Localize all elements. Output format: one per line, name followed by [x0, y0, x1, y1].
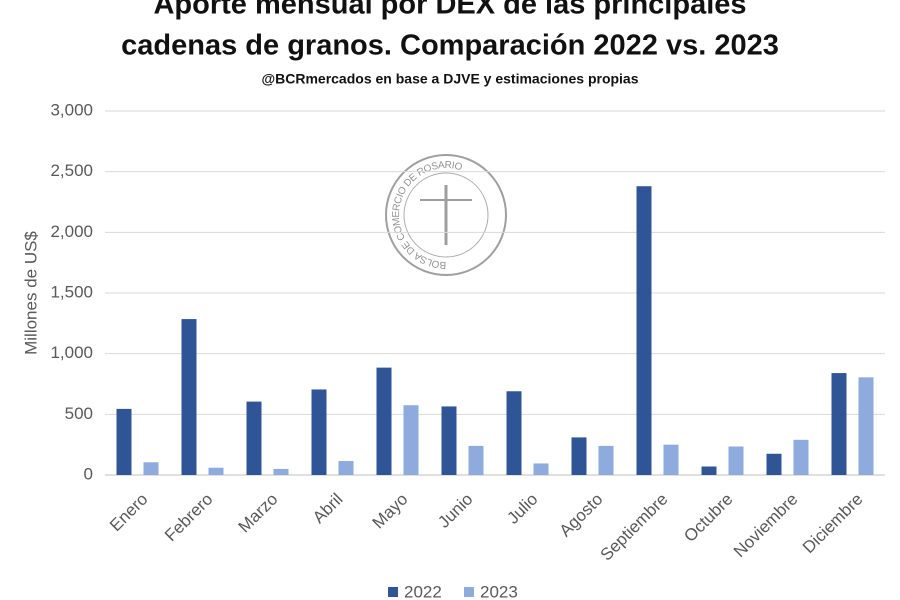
bar — [533, 463, 549, 475]
bar — [701, 466, 717, 475]
x-tick-label: Diciembre — [799, 490, 867, 558]
bar — [636, 186, 652, 475]
bar — [246, 401, 262, 475]
bar — [468, 445, 484, 475]
legend-label: 2022 — [404, 582, 442, 600]
bar — [858, 377, 874, 475]
x-tick-label: Abril — [309, 490, 346, 527]
y-tick-label: 1,500 — [50, 282, 93, 301]
x-tick-label: Marzo — [235, 490, 282, 537]
y-axis-label: Millones de US$ — [21, 231, 40, 355]
chart-title: Aporte mensual por DEX de las principale… — [153, 0, 746, 21]
bar — [403, 405, 419, 475]
bar — [766, 453, 782, 475]
watermark-text: BOLSA DE COMERCIO DE ROSARIO — [391, 160, 464, 271]
bar — [598, 445, 614, 475]
y-tick-label: 500 — [65, 404, 93, 423]
bar — [181, 319, 197, 475]
bar — [208, 467, 224, 475]
x-tick-label: Septiembre — [597, 490, 672, 565]
legend-swatch — [464, 587, 474, 597]
legend-swatch — [388, 587, 398, 597]
bar — [506, 391, 522, 475]
y-tick-label: 0 — [84, 464, 93, 483]
x-tick-label: Junio — [434, 490, 476, 532]
bar — [831, 373, 847, 475]
bar — [728, 446, 744, 475]
bar — [311, 389, 327, 475]
bar — [441, 406, 457, 475]
bar — [793, 439, 809, 475]
bar — [273, 468, 289, 475]
bar — [571, 437, 587, 475]
bar — [338, 461, 354, 475]
x-tick-label: Febrero — [161, 490, 217, 546]
y-tick-label: 1,000 — [50, 343, 93, 362]
bar — [663, 444, 679, 475]
y-tick-label: 3,000 — [50, 100, 93, 119]
x-tick-label: Enero — [106, 490, 152, 536]
x-tick-label: Agosto — [556, 490, 607, 541]
bar — [143, 462, 159, 475]
x-tick-label: Mayo — [369, 490, 412, 533]
legend-label: 2023 — [480, 582, 518, 600]
x-tick-label: Octubre — [680, 490, 736, 546]
y-tick-label: 2,000 — [50, 222, 93, 241]
bar — [376, 367, 392, 475]
bar — [116, 408, 132, 475]
y-tick-label: 2,500 — [50, 161, 93, 180]
x-tick-label: Julio — [503, 490, 541, 528]
watermark-text: BOLSA DE COMERCIO DE ROSARIO — [391, 160, 464, 271]
x-tick-label: Noviembre — [730, 490, 802, 562]
watermark-seal: BOLSA DE COMERCIO DE ROSARIO — [385, 154, 507, 276]
chart-title: cadenas de granos. Comparación 2022 vs. … — [121, 30, 779, 62]
chart-subtitle: @BCRmercados en base a DJVE y estimacion… — [261, 71, 638, 87]
